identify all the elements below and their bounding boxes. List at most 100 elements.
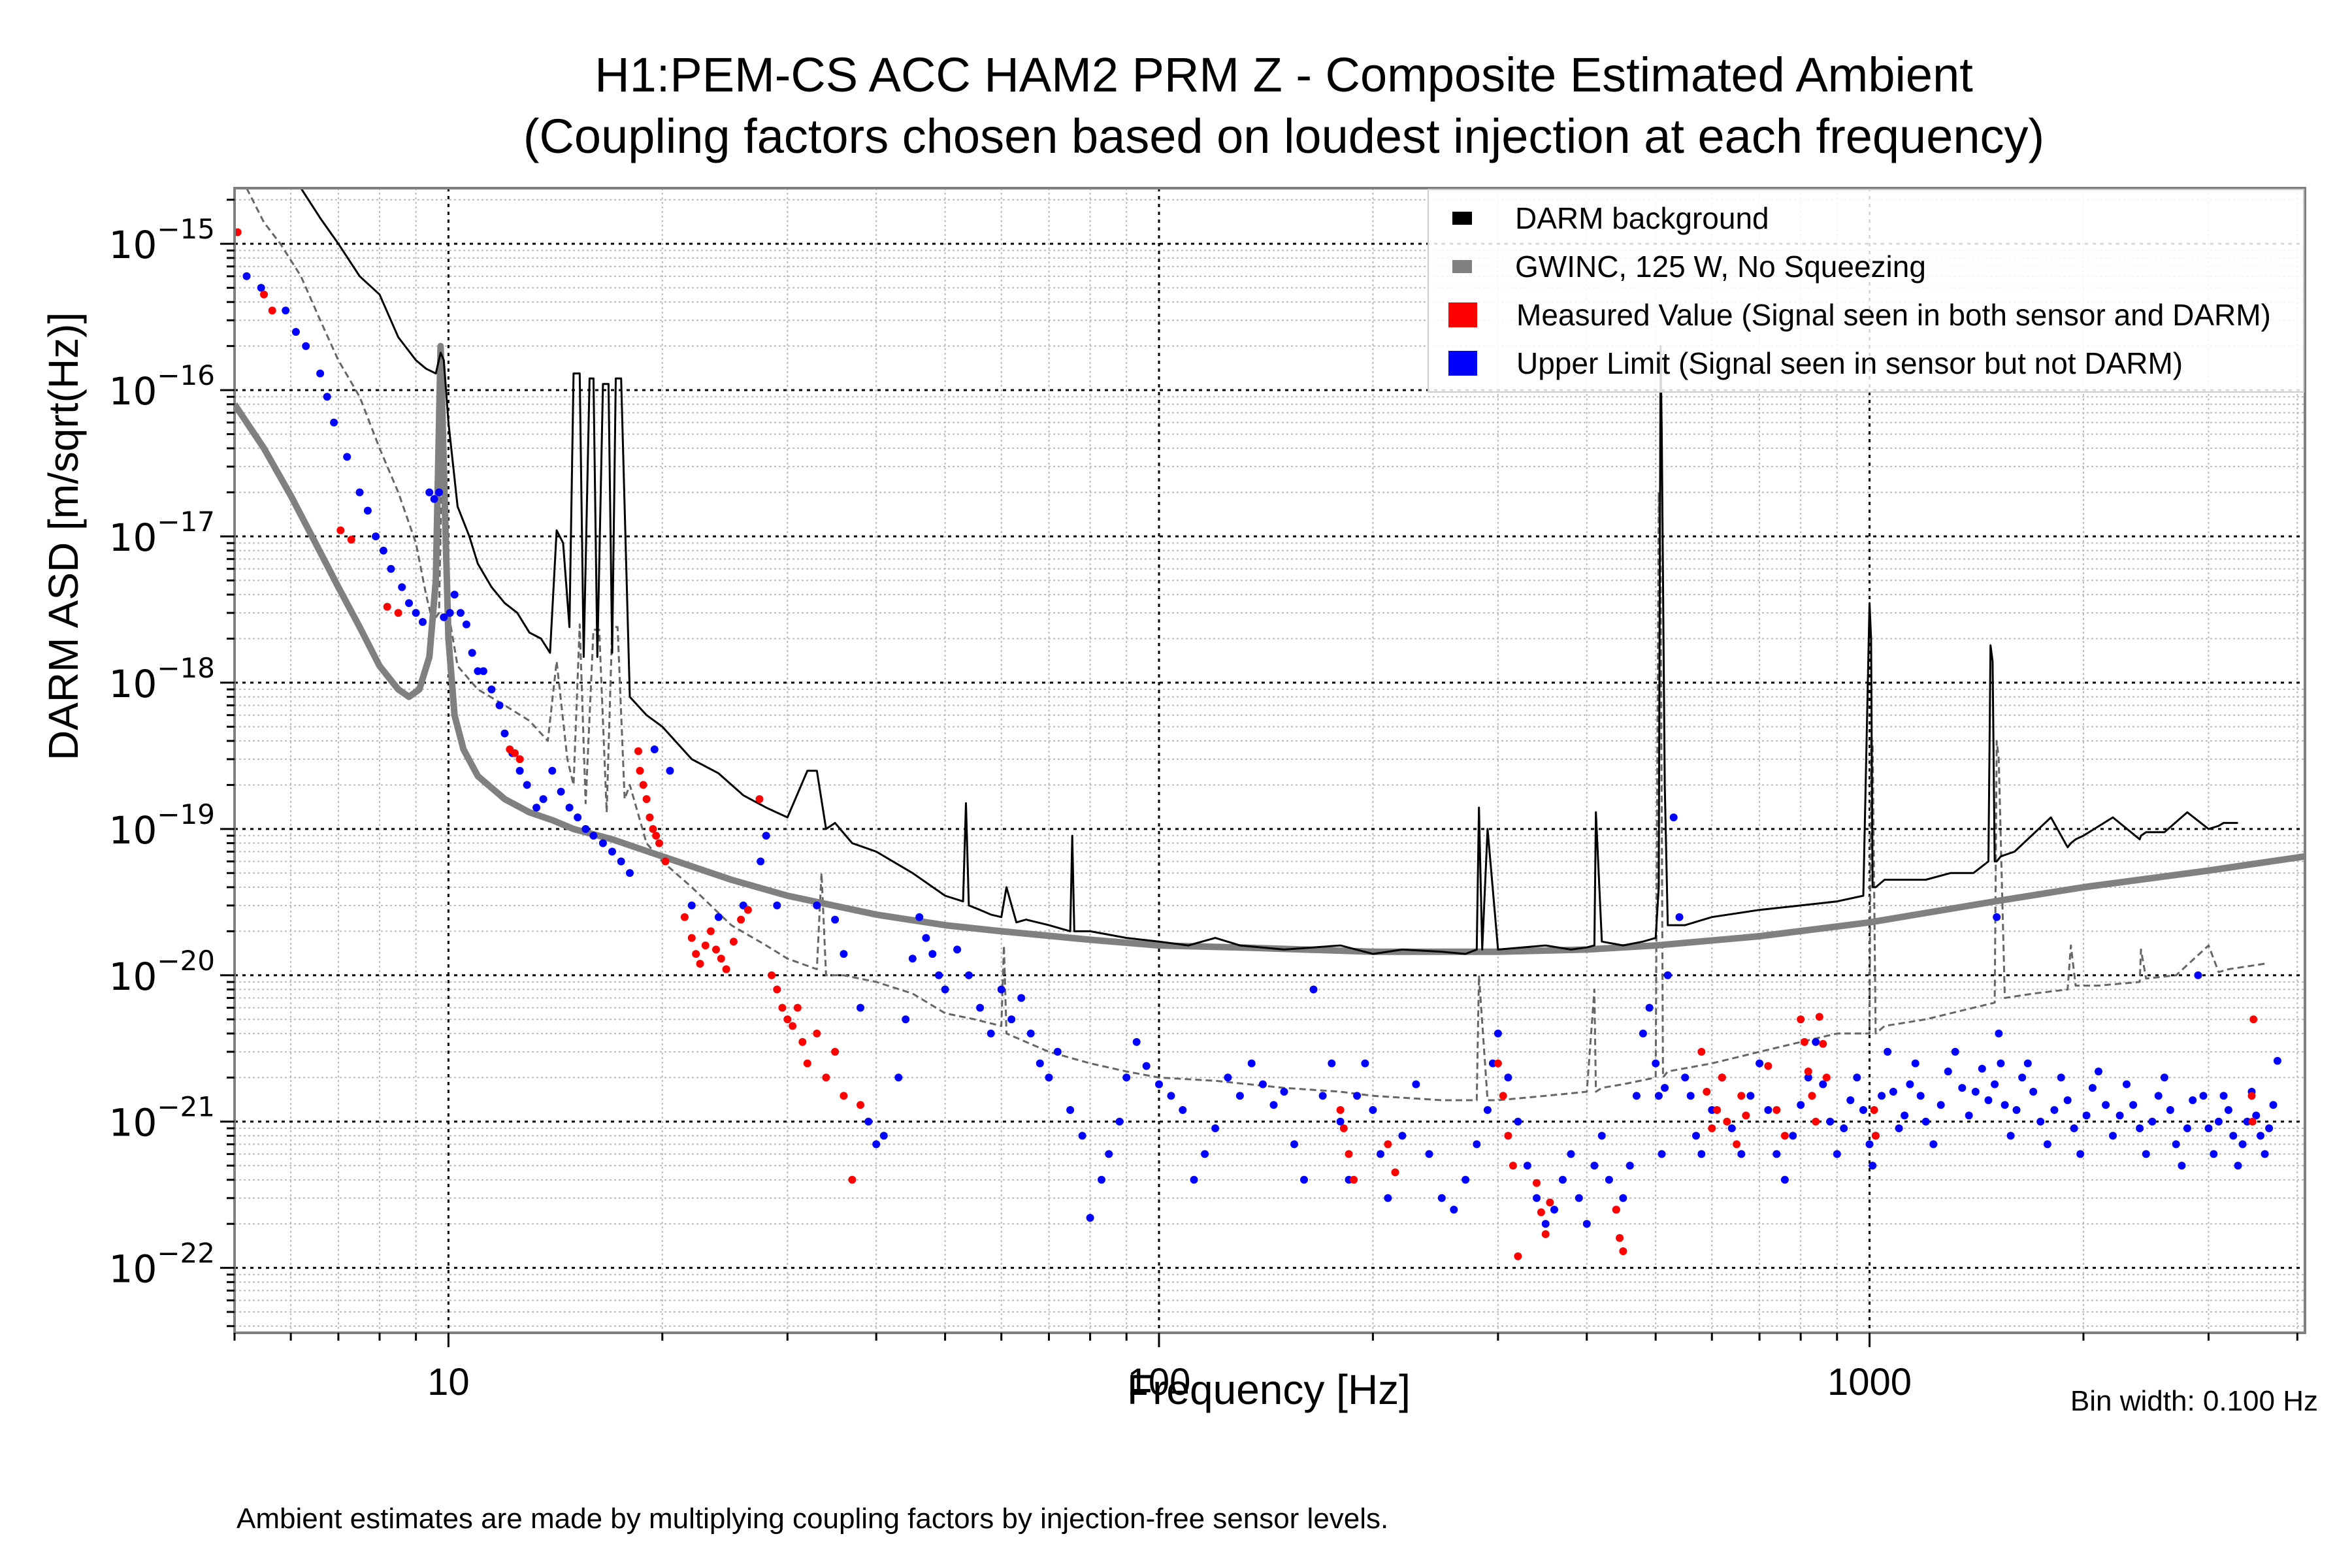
darm-reference-dashed-line — [246, 188, 2265, 1102]
upper-limit-point — [1053, 1047, 1062, 1056]
upper-limit-point — [1179, 1106, 1187, 1114]
measured-value-point — [1871, 1132, 1880, 1140]
upper-limit-point — [1995, 1029, 2003, 1037]
upper-limit-point — [412, 609, 420, 617]
upper-limit-point — [1115, 1117, 1124, 1126]
upper-limit-point — [1884, 1047, 1892, 1056]
upper-limit-point — [1697, 1150, 1706, 1158]
upper-limit-point — [2136, 1124, 2144, 1132]
upper-limit-point — [2234, 1162, 2242, 1170]
measured-value-point — [1703, 1088, 1711, 1096]
upper-limit-point — [2238, 1140, 2247, 1149]
upper-limit-point — [379, 546, 387, 555]
upper-limit-point — [419, 618, 427, 626]
measured-value-point — [803, 1059, 811, 1068]
y-tick-label: 10−22 — [109, 1237, 215, 1292]
upper-limit-point — [773, 901, 781, 909]
upper-limit-point — [1625, 1162, 1634, 1170]
upper-limit-point — [1590, 1162, 1599, 1170]
upper-limit-point — [2210, 1150, 2218, 1158]
measured-value-point — [2249, 1015, 2258, 1024]
upper-limit-point — [1658, 1150, 1666, 1158]
measured-value-point — [840, 1092, 848, 1100]
upper-limit-point — [2265, 1124, 2274, 1132]
measured-value-point — [1546, 1198, 1554, 1207]
upper-limit-point — [2148, 1117, 2157, 1126]
upper-limit-point — [323, 393, 331, 401]
upper-limit-point — [532, 804, 541, 812]
upper-limit-point — [1290, 1140, 1298, 1149]
upper-limit-point — [2001, 1101, 2009, 1109]
upper-limit-point — [1483, 1106, 1492, 1114]
upper-limit-point — [617, 857, 625, 866]
measured-value-point — [1723, 1117, 1731, 1126]
upper-limit-point — [1026, 1029, 1035, 1037]
upper-limit-point — [2029, 1088, 2038, 1096]
upper-limit-point — [757, 857, 765, 866]
measured-value-point — [793, 1004, 802, 1012]
upper-limit-point — [1280, 1088, 1288, 1096]
measured-value-point — [655, 839, 663, 847]
upper-limit-point — [2036, 1117, 2045, 1126]
upper-limit-point — [714, 913, 723, 921]
upper-limit-point — [2006, 1132, 2015, 1140]
upper-limit-point — [435, 488, 443, 497]
legend-item-darm: DARM background — [1429, 195, 1769, 241]
upper-limit-point — [1692, 1132, 1700, 1140]
upper-limit-point — [1201, 1150, 1209, 1158]
upper-limit-point — [1575, 1194, 1583, 1202]
upper-limit-point — [1804, 1073, 1812, 1082]
measured-value-point — [687, 934, 696, 942]
upper-limit-point — [1300, 1175, 1308, 1184]
upper-limit-point — [1840, 1124, 1848, 1132]
upper-limit-point — [1045, 1073, 1053, 1082]
measured-value-point — [822, 1073, 830, 1082]
upper-limit-point — [2129, 1101, 2138, 1109]
upper-limit-point — [2109, 1132, 2117, 1140]
upper-limit-point — [1605, 1175, 1613, 1184]
measured-value-point — [336, 526, 345, 534]
upper-limit-point — [1911, 1059, 1919, 1068]
measured-value-point — [268, 306, 276, 315]
measured-value-point — [383, 602, 391, 611]
upper-limit-point — [1991, 1080, 1999, 1088]
upper-limit-point — [879, 1132, 888, 1140]
upper-limit-point — [1675, 913, 1684, 921]
upper-limit-point — [2012, 1106, 2021, 1114]
upper-limit-point — [2214, 1117, 2223, 1126]
measured-value-point — [1772, 1106, 1781, 1114]
legend-swatch-measured — [1448, 302, 1477, 327]
upper-limit-point — [1965, 1111, 1973, 1120]
upper-limit-point — [908, 955, 917, 963]
measured-value-point — [813, 1029, 821, 1037]
upper-limit-point — [1958, 1084, 1967, 1092]
measured-value-point — [1780, 1132, 1789, 1140]
measured-value-point — [773, 985, 781, 994]
upper-limit-point — [446, 609, 454, 617]
upper-limit-point — [987, 1029, 995, 1037]
measured-value-point — [2248, 1117, 2257, 1126]
upper-limit-point — [2285, 0, 2293, 4]
measured-value-point — [1391, 1168, 1399, 1177]
measured-value-point — [696, 960, 704, 968]
measured-value-point — [1514, 1252, 1522, 1260]
measured-value-point — [1708, 1124, 1716, 1132]
upper-limit-point — [1906, 1080, 1914, 1088]
x-axis-label: Frequency [Hz] — [1127, 1366, 1411, 1413]
upper-limit-point — [1269, 1101, 1278, 1109]
upper-limit-point — [894, 1073, 903, 1082]
upper-limit-point — [598, 839, 607, 847]
upper-limit-point — [387, 564, 395, 573]
upper-limit-point — [1353, 1092, 1362, 1100]
upper-limit-point — [1869, 1162, 1877, 1170]
upper-limit-point — [2300, 0, 2308, 4]
upper-limit-point — [1669, 813, 1678, 822]
upper-limit-point — [2289, 0, 2297, 4]
measured-value-point — [706, 927, 715, 936]
measured-value-point — [1339, 1124, 1348, 1132]
measured-value-point — [692, 950, 700, 958]
measured-value-point — [1697, 1047, 1706, 1056]
upper-limit-point — [864, 1117, 873, 1126]
upper-limit-point — [1328, 1059, 1336, 1068]
upper-limit-point — [2189, 1096, 2197, 1104]
